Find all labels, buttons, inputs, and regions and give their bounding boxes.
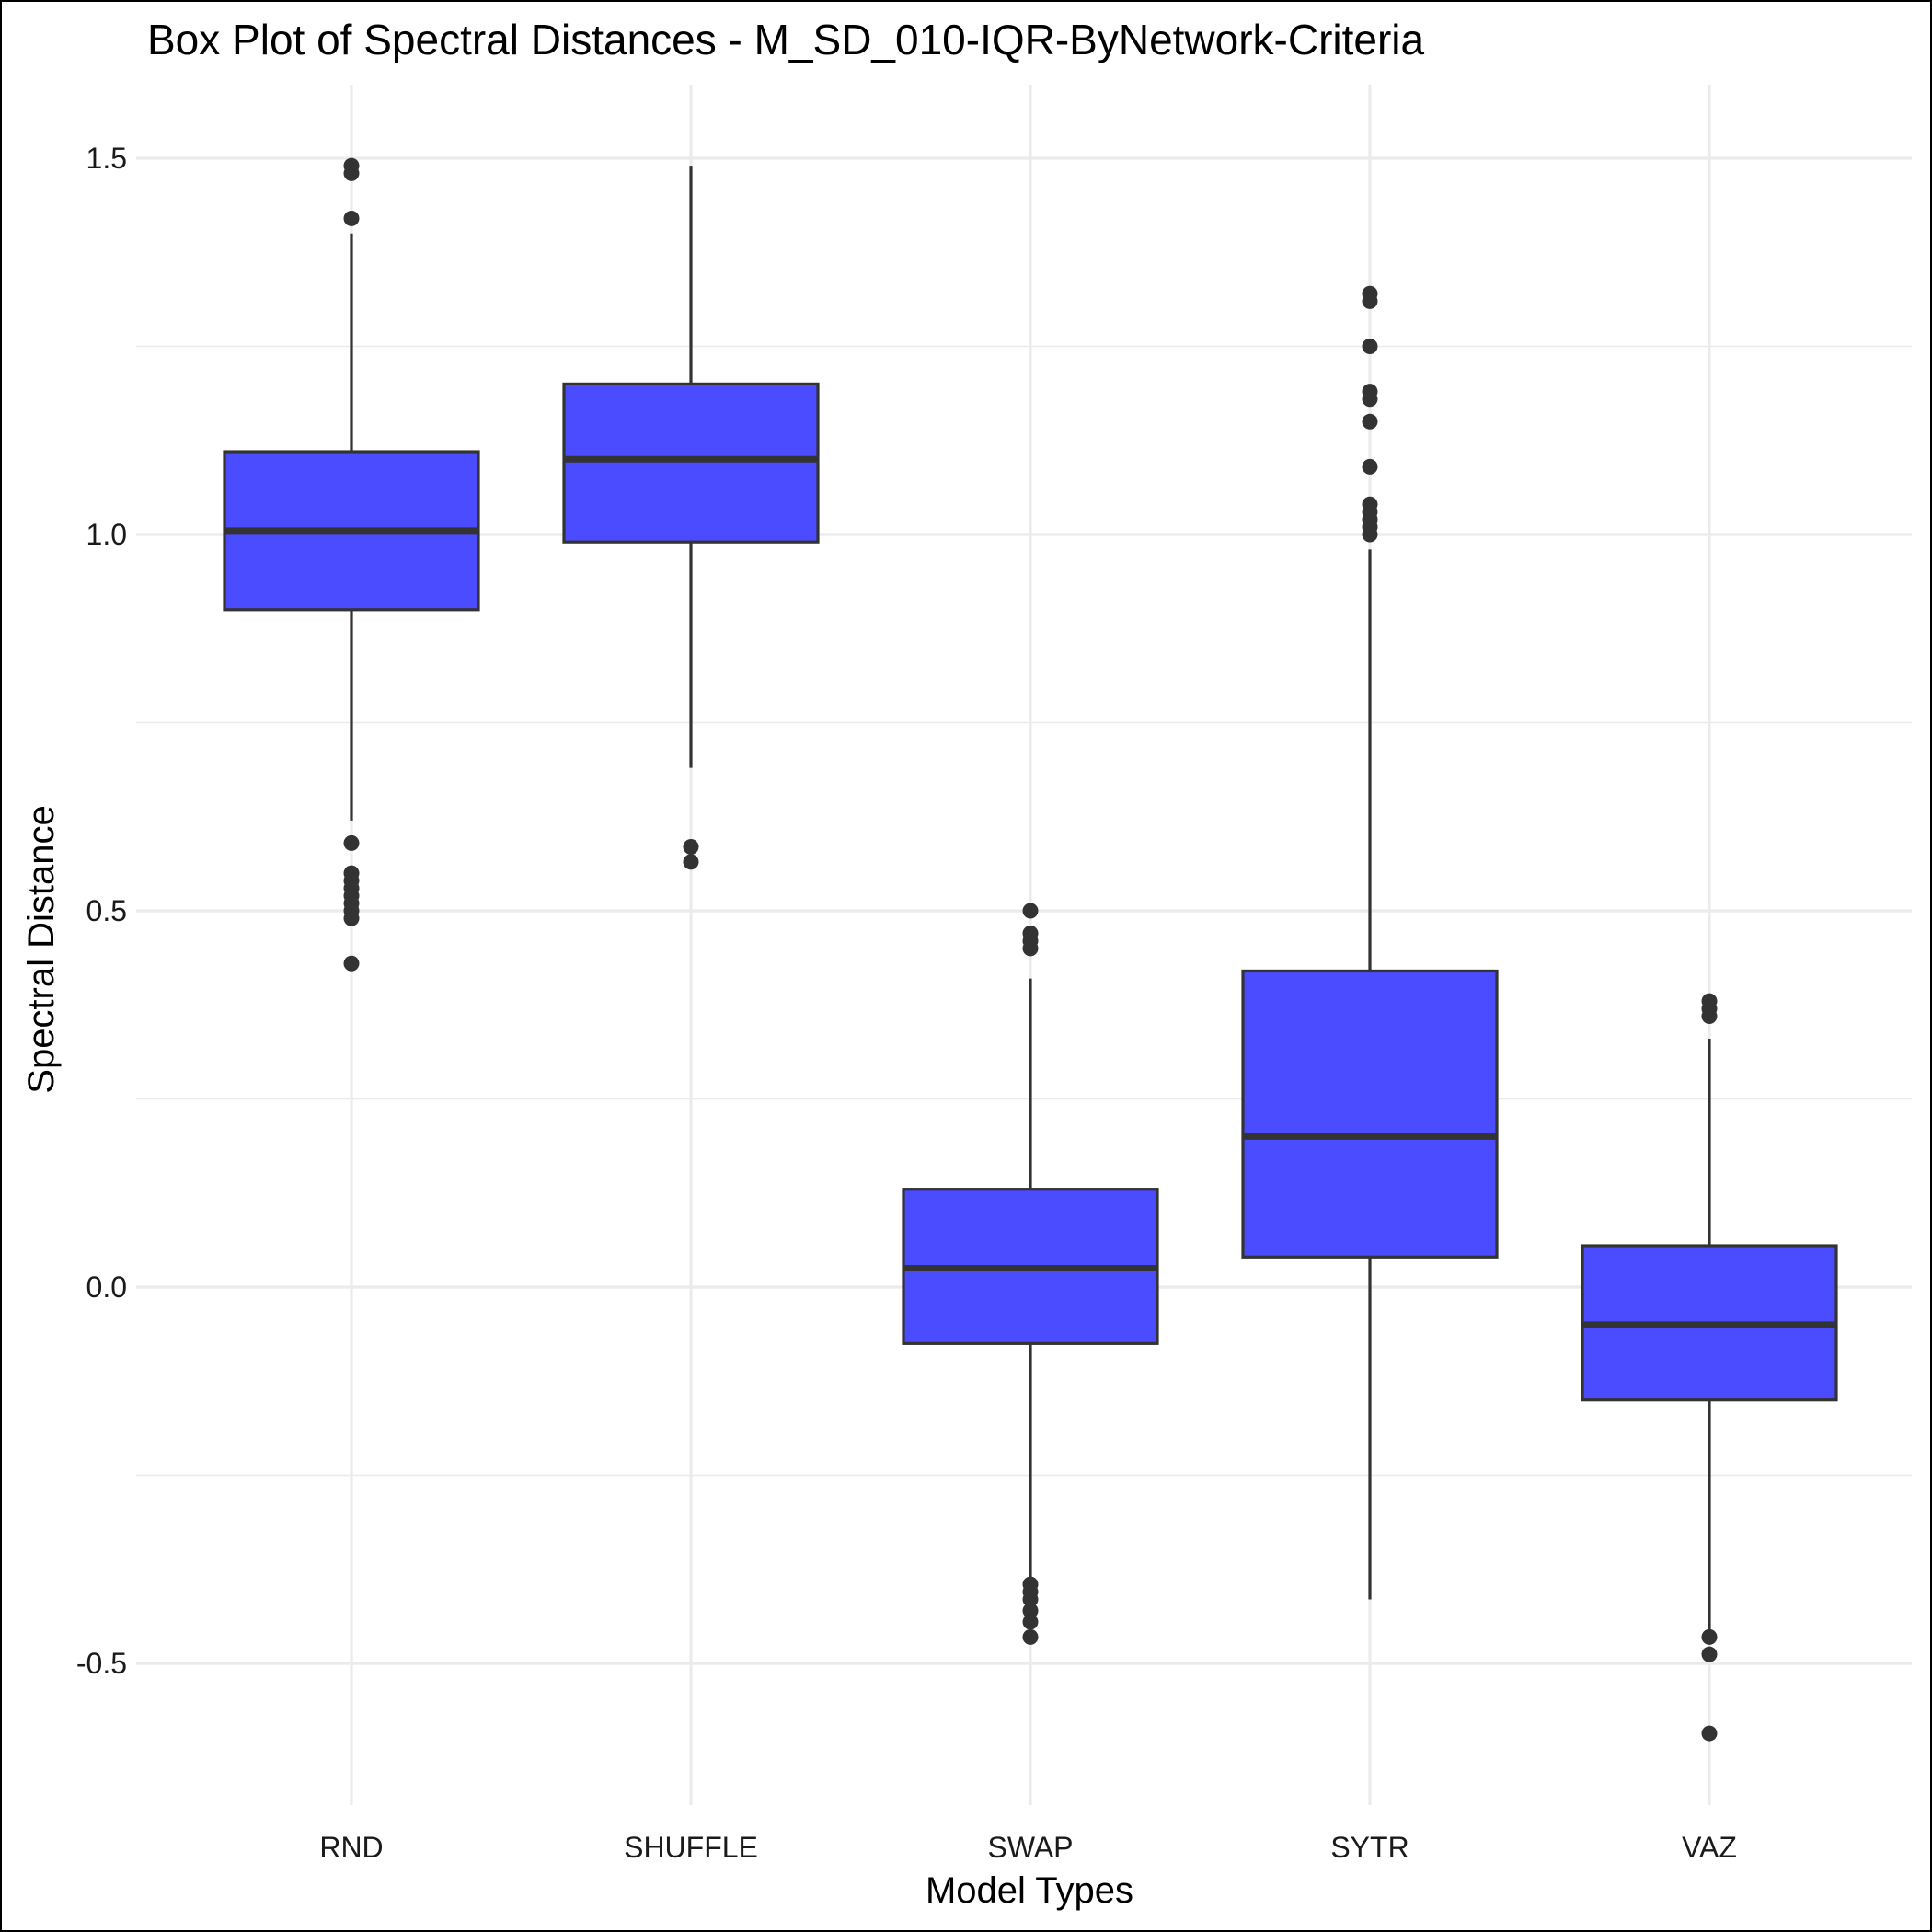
outlier-point [683, 854, 699, 870]
y-tick-label: -0.5 [76, 1647, 127, 1680]
box-vaz [1581, 993, 1838, 1742]
outlier-point [1362, 413, 1378, 430]
iqr-box [1241, 969, 1499, 1259]
y-tick-label: 1.0 [86, 518, 127, 551]
outlier-point [683, 838, 699, 855]
outlier-point [1022, 1628, 1039, 1645]
y-tick-labels: -0.5 0.0 0.5 1.0 1.5 [76, 142, 127, 1680]
outlier-point [1022, 940, 1039, 957]
outlier-point [1022, 1614, 1039, 1630]
outlier-point [343, 165, 360, 181]
y-tick-label: 0.0 [86, 1271, 127, 1304]
outlier-point [343, 910, 360, 926]
outlier-point [1362, 339, 1378, 354]
y-tick-label: 1.5 [86, 142, 127, 175]
x-tick-labels: RND SHUFFLE SWAP SYTR VAZ [319, 1831, 1737, 1864]
outlier-point [343, 955, 360, 972]
x-axis-title: Model Types [926, 1870, 1133, 1911]
box-layer [223, 157, 1838, 1742]
outlier-point [1701, 1628, 1718, 1645]
iqr-box [562, 382, 820, 544]
x-tick-label: SYTR [1330, 1831, 1409, 1864]
x-tick-label: VAZ [1682, 1831, 1737, 1864]
x-tick-label: SHUFFLE [624, 1831, 758, 1864]
chart-title: Box Plot of Spectral Distances - M_SD_01… [147, 16, 1425, 63]
box-swap [902, 903, 1159, 1645]
outlier-point [1362, 458, 1378, 475]
x-tick-label: SWAP [987, 1831, 1073, 1864]
y-axis-title: Spectral Distance [21, 805, 62, 1093]
outlier-point [1022, 1603, 1039, 1619]
outlier-point [343, 834, 360, 851]
y-tick-label: 0.5 [86, 894, 127, 927]
outlier-point [1022, 1591, 1039, 1607]
outlier-point [343, 210, 360, 226]
outlier-point [1022, 903, 1039, 919]
outlier-point [1701, 1646, 1718, 1662]
x-tick-label: RND [319, 1831, 383, 1864]
outlier-point [1362, 391, 1378, 408]
outlier-point [1701, 1725, 1718, 1742]
outlier-point [1701, 1008, 1718, 1025]
box-shuffle [562, 166, 820, 870]
outlier-point [1362, 293, 1378, 309]
box-rnd [223, 157, 480, 972]
box-sytr [1241, 285, 1499, 1600]
outlier-point [1362, 526, 1378, 543]
